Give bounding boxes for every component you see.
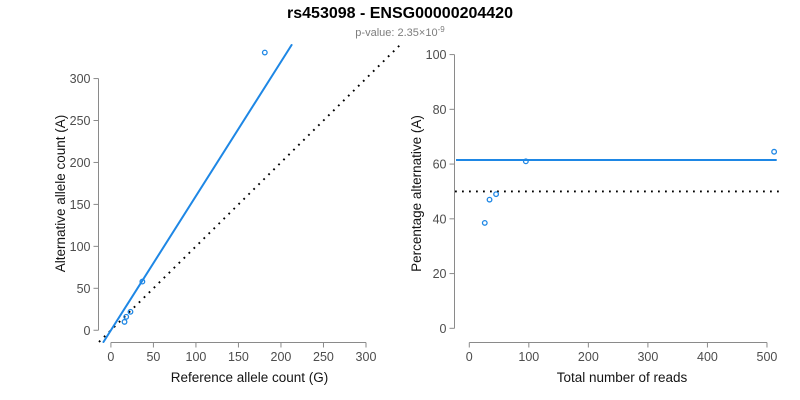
x-tick-label: 0 [107, 350, 114, 364]
x-tick-label: 200 [271, 350, 292, 364]
data-point [123, 313, 130, 320]
data-point [121, 318, 128, 325]
p-value-text: p-value: 2.35×10 [355, 27, 438, 39]
y-tick-label: 50 [77, 282, 91, 296]
y-axis-title: Percentage alternative (A) [409, 115, 424, 272]
y-tick-label: 60 [433, 158, 447, 172]
y-tick-label: 0 [84, 324, 91, 338]
y-tick-label: 300 [70, 72, 91, 86]
data-point [139, 278, 146, 285]
y-tick-label: 80 [433, 103, 447, 117]
x-tick-label: 400 [697, 350, 718, 364]
percentage-vs-reads-scatter: 0 100 200 300 400 500 0 20 40 60 80 100 Total number… [409, 48, 781, 385]
data-point [493, 191, 500, 198]
figure-subtitle: p-value: 2.35×10-9 [0, 25, 800, 39]
y-tick-label: 100 [70, 240, 91, 254]
y-tick-label: 100 [426, 48, 447, 62]
y-tick-label: 200 [70, 156, 91, 170]
x-tick-label: 50 [146, 350, 160, 364]
data-point [522, 158, 529, 165]
x-tick-label: 100 [186, 350, 207, 364]
figure-title: rs453098 - ENSG00000204420 [287, 5, 513, 22]
y-tick-label: 150 [70, 198, 91, 212]
y-axis-title: Alternative allele count (A) [53, 115, 68, 273]
x-tick-label: 250 [313, 350, 334, 364]
allele-counts-scatter: 0 50 100 150 200 250 300 0 50 100 150 200 250 300 Refe… [53, 44, 401, 385]
x-tick-label: 300 [356, 350, 377, 364]
data-point [127, 308, 134, 315]
x-tick-label: 150 [228, 350, 249, 364]
x-tick-label: 100 [518, 350, 539, 364]
fit-line [102, 44, 293, 343]
data-point [771, 148, 778, 155]
data-point [261, 49, 268, 56]
x-tick-label: 500 [757, 350, 778, 364]
y-tick-label: 40 [433, 212, 447, 226]
x-tick-label: 200 [578, 350, 599, 364]
y-tick-label: 0 [440, 322, 447, 336]
x-axis-title: Total number of reads [557, 370, 688, 385]
x-tick-label: 300 [637, 350, 658, 364]
data-point [481, 219, 488, 226]
y-tick-label: 20 [433, 267, 447, 281]
x-tick-label: 0 [466, 350, 473, 364]
x-axis-title: Reference allele count (G) [171, 370, 329, 385]
y-tick-label: 250 [70, 114, 91, 128]
identity-line [98, 44, 401, 343]
data-point [486, 196, 493, 203]
p-value-exponent: -9 [437, 25, 445, 34]
